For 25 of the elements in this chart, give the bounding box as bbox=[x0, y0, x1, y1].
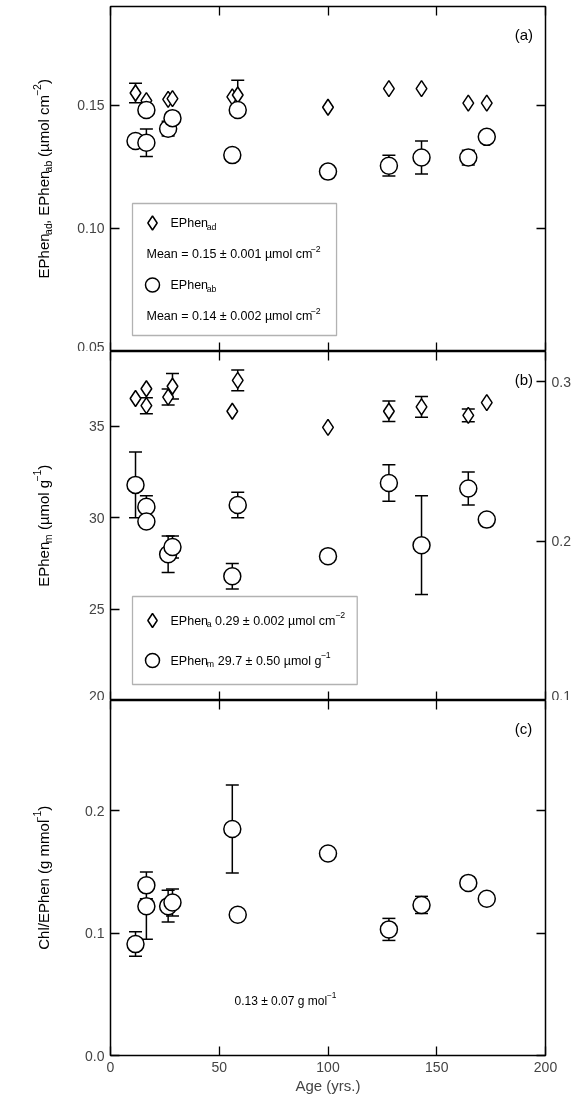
x-tick-label: 50 bbox=[211, 1058, 228, 1075]
y-tick-label: 35 bbox=[88, 418, 105, 435]
y-tick-label: 20 bbox=[88, 687, 105, 704]
y-tick-label: 25 bbox=[88, 601, 105, 618]
y-axis-title: Chl/EPhen (g mmol−1) bbox=[31, 805, 52, 950]
y-tick-label: 30 bbox=[88, 509, 105, 526]
x-tick-label: 200 bbox=[533, 1058, 558, 1075]
y-tick-label: 0.05 bbox=[77, 338, 105, 355]
annotation: (b) bbox=[514, 371, 534, 388]
y-tick-label: 0.2 bbox=[85, 802, 105, 819]
x-axis-title: Age (yrs.) bbox=[295, 1076, 361, 1094]
annotation: (c) bbox=[514, 720, 533, 737]
x-tick-label: 0 bbox=[106, 1058, 115, 1075]
y-tick-label: 0.0 bbox=[85, 1047, 105, 1064]
y-tick-label: 0.15 bbox=[77, 97, 105, 114]
y2-tick-label: 0.2 bbox=[551, 533, 572, 550]
y-tick-label: 0.10 bbox=[77, 220, 105, 237]
x-tick-label: 100 bbox=[316, 1058, 340, 1075]
y-axis-title: EPhenad, EPhenab (µmol cm−2) bbox=[31, 79, 54, 279]
y-axis-title: EPhenm (µmol g−1) bbox=[31, 464, 54, 587]
x-tick-label: 150 bbox=[425, 1058, 449, 1075]
annotation: (a) bbox=[514, 26, 534, 43]
y2-tick-label: 0.3 bbox=[551, 373, 572, 390]
y2-tick-label: 0.1 bbox=[551, 687, 572, 704]
y-tick-label: 0.1 bbox=[85, 925, 105, 942]
